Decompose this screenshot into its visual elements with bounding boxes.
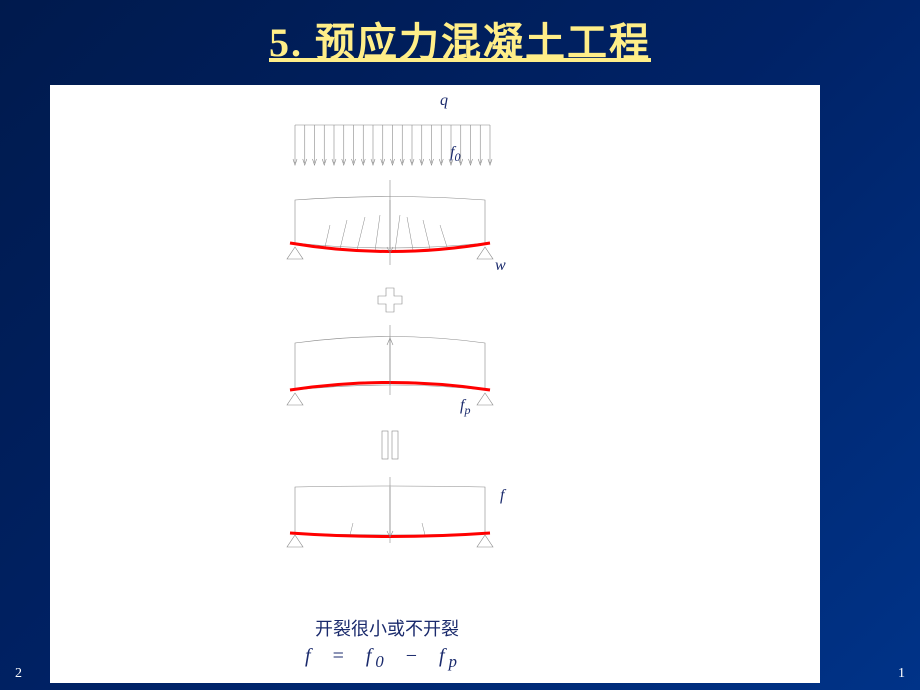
plus-symbol: [378, 288, 402, 312]
page-title: 5. 预应力混凝土工程: [0, 0, 920, 68]
label-f: f: [500, 487, 507, 504]
prestress-diagram: q f0 w: [50, 85, 820, 683]
label-f0: f0: [450, 144, 460, 164]
label-fp: fp: [460, 397, 470, 417]
diagram-caption: 开裂很小或不开裂: [315, 615, 459, 641]
load-arrows: [293, 125, 492, 165]
beam-3: [287, 477, 493, 547]
diagram-panel: q f0 w: [50, 85, 820, 683]
equals-symbol: [382, 431, 398, 459]
formula: f = f0 − fp: [305, 645, 461, 672]
label-w: w: [495, 257, 506, 274]
footer-right: 1: [898, 666, 905, 682]
label-q: q: [440, 92, 448, 109]
beam-2: [287, 325, 493, 405]
beam-1: [287, 180, 493, 265]
footer-left: 2: [15, 666, 22, 682]
